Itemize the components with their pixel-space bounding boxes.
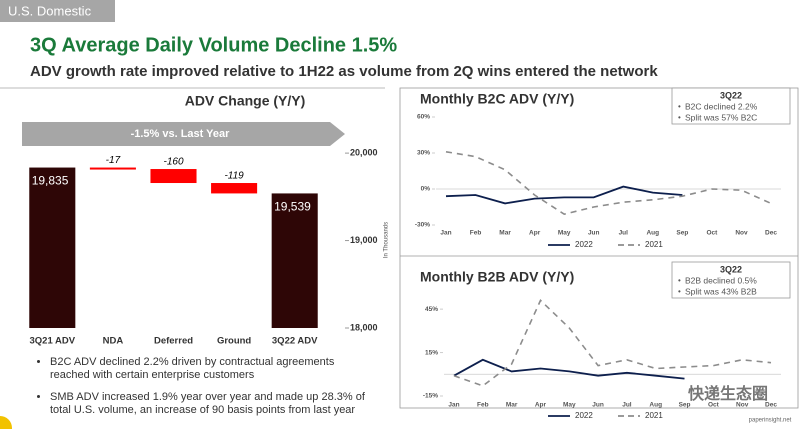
annotation-line: Split was 43% B2B: [685, 286, 757, 296]
x-tick-label: Deferred: [154, 336, 193, 347]
x-tick-label: Apr: [529, 230, 541, 237]
watermark: 快递生态圈: [688, 384, 768, 403]
data-label: -17: [106, 155, 121, 166]
bullet-list: B2C ADV declined 2.2% driven by contract…: [30, 356, 375, 426]
data-label: -119: [224, 171, 244, 182]
x-tick-label: 3Q21 ADV: [30, 336, 76, 347]
annotation-box: [671, 87, 791, 125]
annotation-heading: 3Q22: [720, 90, 742, 100]
x-tick-label: Jun: [592, 402, 604, 409]
x-tick-label: May: [563, 402, 576, 409]
x-tick-label: Sep: [676, 230, 688, 237]
annotation-line: B2B declined 0.5%: [685, 275, 757, 285]
legend-label: 2022: [575, 411, 593, 420]
annotation-line: B2C declined 2.2%: [685, 101, 758, 111]
slide-title: 3Q Average Daily Volume Decline 1.5%: [30, 34, 397, 56]
panel-border: [399, 87, 799, 409]
bullet: B2C ADV declined 2.2% driven by contract…: [50, 356, 375, 382]
chart-title: Monthly B2B ADV (Y/Y): [420, 269, 574, 285]
x-tick-label: Nov: [735, 230, 748, 237]
section-label: U.S. Domestic: [8, 3, 92, 18]
x-tick-label: 3Q22 ADV: [272, 336, 318, 347]
chart-title: Monthly B2C ADV (Y/Y): [420, 91, 574, 107]
bar: [29, 167, 76, 328]
x-tick-label: May: [558, 230, 571, 237]
watermark-url: paperinsight.net: [749, 418, 792, 424]
legend-label: 2021: [645, 411, 663, 420]
x-tick-label: Jun: [588, 230, 600, 237]
y-tick-label: -30%: [415, 222, 430, 229]
annotation-bullet: •: [678, 287, 681, 296]
y-tick-label: 60%: [417, 114, 430, 121]
legend-label: 2021: [645, 240, 663, 249]
legend-label: 2022: [575, 240, 593, 249]
series-line: [453, 299, 772, 387]
x-tick-label: Sep: [679, 402, 691, 409]
annotation-box: [671, 261, 791, 299]
slide-subtitle: ADV growth rate improved relative to 1H2…: [30, 63, 658, 80]
x-tick-label: Feb: [470, 230, 482, 237]
annotation-line: Split was 57% B2C: [685, 112, 757, 122]
x-tick-label: Aug: [649, 402, 662, 409]
x-tick-label: Dec: [765, 402, 777, 409]
bullet: SMB ADV increased 1.9% year over year an…: [50, 391, 375, 417]
bar: [150, 169, 197, 184]
series-line: [453, 358, 685, 380]
series-line: [445, 185, 683, 205]
banner-arrow: [22, 122, 345, 146]
y-tick-label: 15%: [425, 349, 438, 356]
x-tick-label: Jan: [448, 402, 459, 409]
y-tick-label: -15%: [423, 393, 438, 400]
x-tick-label: Dec: [765, 230, 777, 237]
x-tick-label: Feb: [477, 402, 489, 409]
x-tick-label: Mar: [499, 230, 511, 237]
section-tab: [0, 0, 115, 22]
x-tick-label: Aug: [646, 230, 659, 237]
banner-label: -1.5% vs. Last Year: [131, 128, 231, 140]
data-label: 19,835: [32, 174, 69, 188]
x-tick-label: Nov: [736, 402, 749, 409]
decoration: [0, 416, 12, 429]
series-line: [445, 151, 772, 216]
y-tick-label: 20,000: [350, 147, 378, 157]
x-tick-label: Jul: [619, 230, 629, 237]
x-tick-label: Jan: [440, 230, 451, 237]
annotation-heading: 3Q22: [720, 264, 742, 274]
x-tick-label: Oct: [706, 230, 718, 237]
y-tick-label: 30%: [417, 150, 430, 157]
x-tick-label: Mar: [506, 402, 518, 409]
bar: [271, 193, 318, 328]
y-axis-label: In Thousands: [384, 222, 390, 258]
x-tick-label: Ground: [217, 336, 251, 347]
annotation-bullet: •: [678, 113, 681, 122]
x-tick-label: Oct: [708, 402, 720, 409]
x-tick-label: Jul: [622, 402, 632, 409]
bar: [89, 167, 136, 170]
y-tick-label: 18,000: [350, 322, 378, 332]
annotation-bullet: •: [678, 276, 681, 285]
chart-title: ADV Change (Y/Y): [185, 93, 306, 109]
annotation-bullet: •: [678, 102, 681, 111]
bar: [211, 183, 258, 194]
y-tick-label: 0%: [421, 186, 431, 193]
x-tick-label: Apr: [535, 402, 547, 409]
y-tick-label: 45%: [425, 306, 438, 313]
x-tick-label: NDA: [103, 336, 124, 347]
y-tick-label: 19,000: [350, 235, 378, 245]
data-label: -160: [163, 157, 183, 168]
data-label: 19,539: [274, 200, 311, 214]
